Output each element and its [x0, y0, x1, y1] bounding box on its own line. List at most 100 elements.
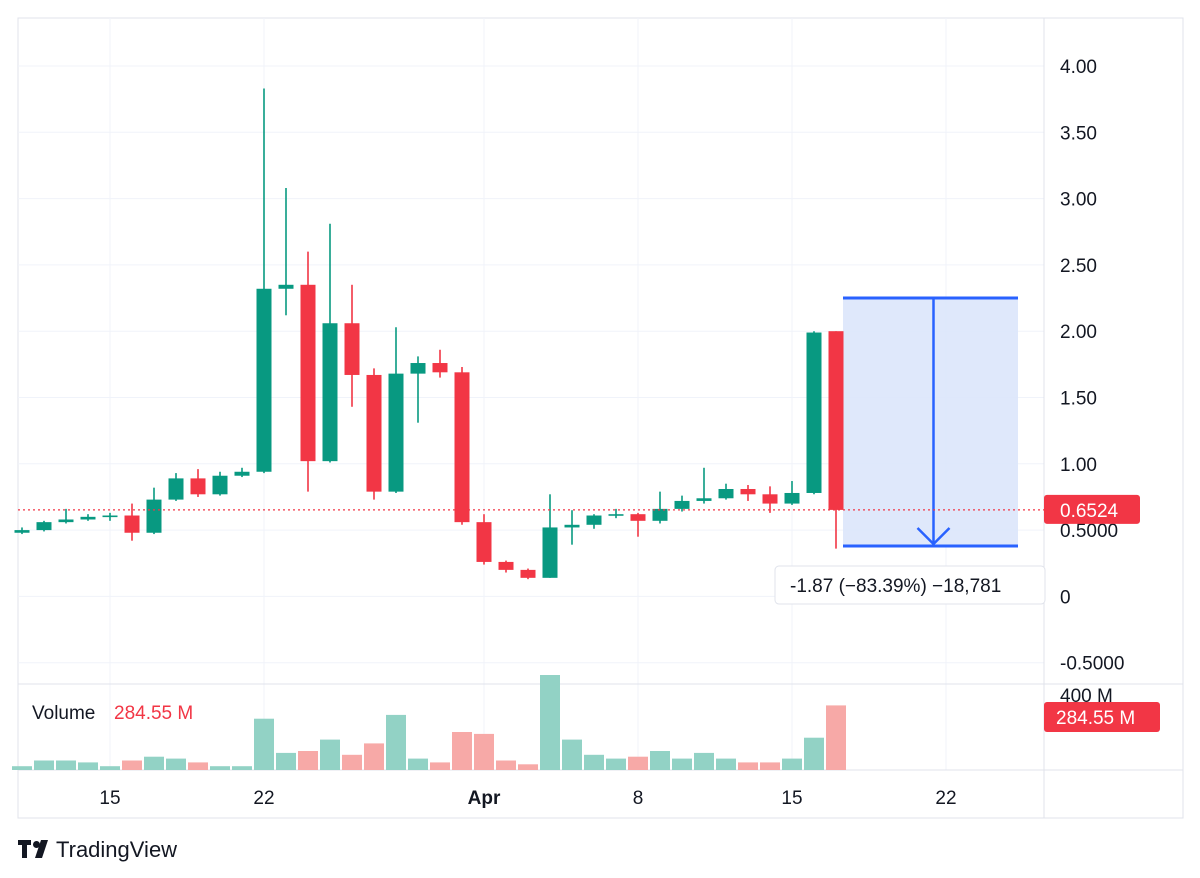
measure-tool[interactable]: -1.87 (−83.39%) −18,781: [774, 296, 1046, 605]
volume-bar: [628, 756, 648, 770]
candle-body: [608, 514, 624, 516]
candle-body: [80, 516, 96, 520]
time-tick-label: 8: [633, 788, 644, 809]
volume-bar: [716, 758, 736, 770]
candle-body: [498, 561, 514, 570]
volume-bar: [804, 737, 824, 770]
candle-body: [322, 323, 338, 462]
candle-body: [784, 492, 800, 504]
volume-bar: [518, 764, 538, 770]
volume-bar: [78, 762, 98, 770]
candle-body: [212, 475, 228, 495]
volume-bar: [760, 762, 780, 770]
candle: [520, 568, 536, 580]
candle-body: [564, 524, 580, 528]
candle: [630, 512, 646, 537]
measure-label: -1.87 (−83.39%) −18,781: [790, 576, 1001, 597]
price-tick-label: 1.00: [1060, 455, 1097, 476]
candle-body: [674, 500, 690, 509]
price-tick-label: 1.50: [1060, 389, 1097, 410]
candle: [212, 471, 228, 496]
time-tick-label: 22: [253, 788, 274, 809]
volume-bar: [34, 760, 54, 770]
volume-bar: [276, 752, 296, 770]
candle: [762, 486, 778, 513]
volume-bar: [474, 733, 494, 770]
candle-body: [36, 522, 52, 531]
tradingview-logo-text: TradingView: [56, 837, 177, 862]
volume-bar: [694, 752, 714, 770]
volume-series: [12, 675, 846, 770]
candle: [586, 514, 602, 529]
candle: [674, 495, 690, 512]
chart-frame: [17, 17, 1184, 819]
candle-body: [256, 288, 272, 472]
candle-body: [366, 374, 382, 492]
candle: [124, 503, 140, 541]
candle: [146, 487, 162, 535]
volume-bar: [386, 714, 406, 770]
price-tick-label: 2.00: [1060, 322, 1097, 343]
candle: [80, 514, 96, 521]
candle-body: [718, 488, 734, 499]
candle: [168, 473, 184, 501]
candle: [234, 467, 250, 478]
volume-bar: [430, 762, 450, 770]
volume-bar: [342, 754, 362, 770]
tradingview-logo[interactable]: TradingView: [18, 837, 177, 862]
volume-bar: [562, 739, 582, 770]
candle-body: [762, 494, 778, 504]
volume-bar: [496, 760, 516, 770]
volume-bar: [650, 751, 670, 770]
volume-axis-top-label: 400 M: [1060, 686, 1113, 707]
candle: [476, 514, 492, 565]
volume-bar: [298, 751, 318, 770]
tradingview-logo-icon: [18, 840, 48, 858]
candlestick-series: [14, 88, 844, 580]
candle-body: [652, 508, 668, 521]
price-tick-label: 3.00: [1060, 190, 1097, 211]
candle: [102, 512, 118, 521]
volume-bar: [584, 754, 604, 770]
current-price-label: 0.6524: [1060, 501, 1119, 522]
candle: [718, 483, 734, 500]
candle: [784, 481, 800, 505]
candle-body: [432, 363, 448, 373]
volume-bar: [408, 758, 428, 770]
volume-current-label: 284.55 M: [1056, 708, 1135, 729]
candle: [454, 367, 470, 525]
candle: [36, 520, 52, 532]
candle: [564, 510, 580, 545]
time-tick-label: 15: [99, 788, 120, 809]
volume-current-badge: [1044, 702, 1160, 732]
volume-bar: [452, 732, 472, 770]
candle-body: [146, 499, 162, 533]
price-tick-label: 0.5000: [1060, 521, 1118, 542]
candle-body: [124, 515, 140, 533]
candle-body: [168, 478, 184, 500]
candle-body: [630, 514, 646, 521]
volume-bar: [606, 758, 626, 770]
candle-body: [740, 488, 756, 495]
candle: [542, 494, 558, 578]
time-axis[interactable]: 15 22 Apr 8 15 22: [99, 788, 956, 809]
candle: [278, 187, 294, 316]
price-tick-label: -0.5000: [1060, 654, 1124, 675]
price-tick-label: 3.50: [1060, 123, 1097, 144]
candle-body: [190, 478, 206, 495]
candle-body: [102, 515, 118, 518]
candle: [344, 284, 360, 407]
volume-bar: [672, 758, 692, 770]
candle-body: [696, 498, 712, 501]
price-tick-label: 4.00: [1060, 57, 1097, 78]
price-tick-label: 0: [1060, 587, 1071, 608]
candle-body: [388, 373, 404, 492]
volume-bar: [232, 766, 252, 770]
candle: [652, 491, 668, 524]
volume-bar: [320, 739, 340, 770]
candle: [432, 349, 448, 378]
candle-body: [410, 363, 426, 374]
price-axis[interactable]: 4.00 3.50 3.00 2.50 2.00 1.50 1.00 0.5000 0 -0.50…: [1044, 57, 1160, 732]
candle: [410, 356, 426, 423]
